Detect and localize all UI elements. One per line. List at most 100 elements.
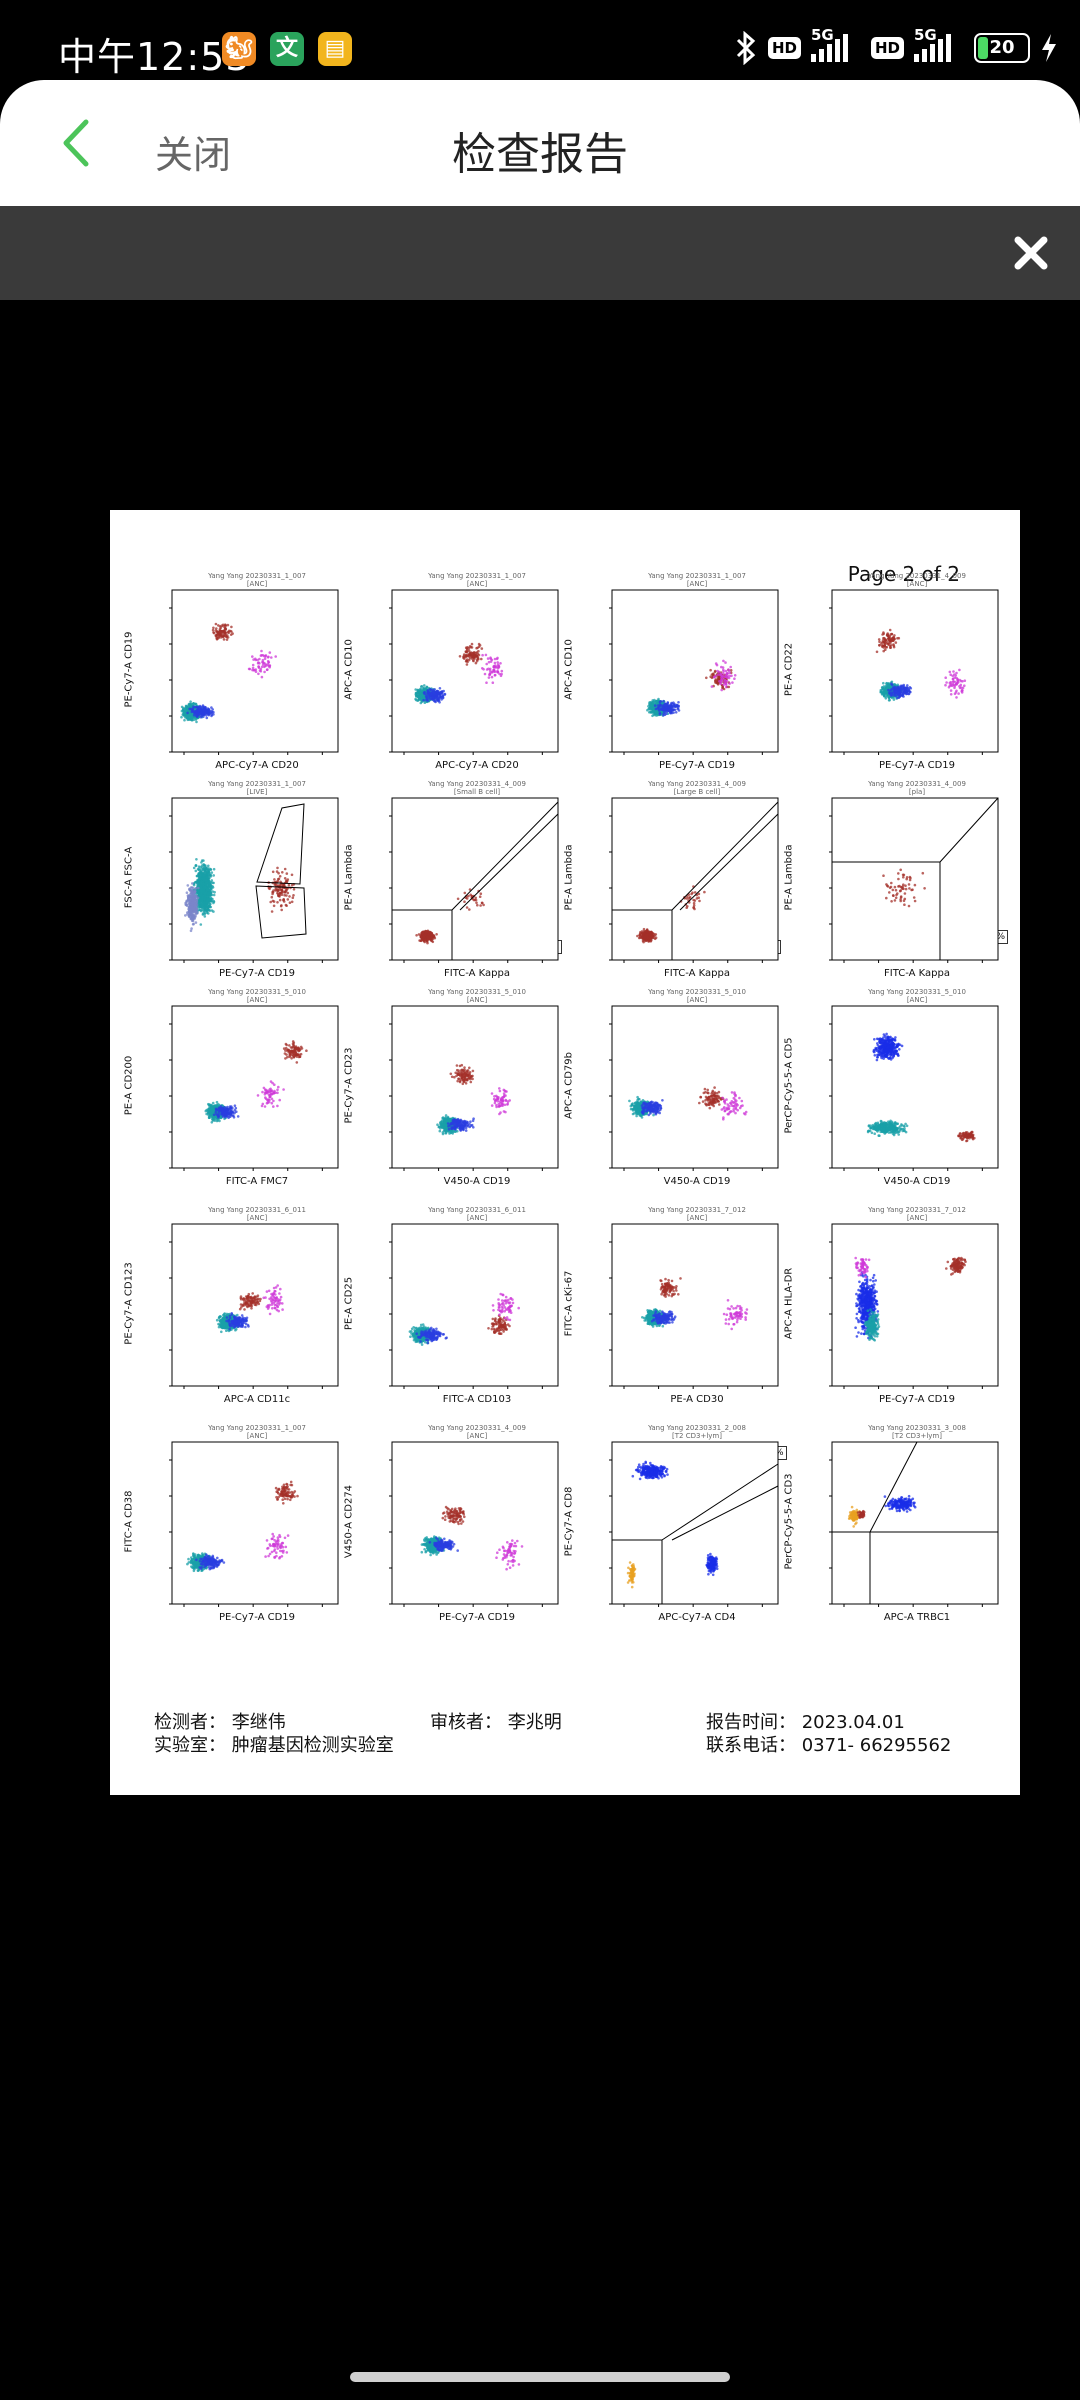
scatter-plot: Yang Yang 20230331_1_007 [ANC] PE-Cy7-A C… [124,1424,342,1623]
plot-area [609,797,779,963]
y-axis-label: PerCP-Cy5-5-A CD5 [783,1037,795,1134]
y-axis-label: FITC-A cKi-67 [563,1270,575,1337]
scatter-plot: Yang Yang 20230331_4_009 [Small B cell]G… [344,780,562,979]
x-axis-label: FITC-A Kappa [664,968,730,979]
phone-text: 联系电话： 0371- 66295562 [706,1735,952,1756]
x-axis-label: APC-A CD11c [223,1394,291,1405]
scatter-plot: Yang Yang 20230331_7_012 [ANC] PE-A CD30 F… [564,1206,782,1405]
plot-area [609,1005,779,1171]
plot-title: Yang Yang 20230331_4_009 [ANC] [428,1424,526,1440]
plot-title: Yang Yang 20230331_7_012 [ANC] [648,1206,746,1222]
y-axis-label: PE-Cy7-A CD23 [343,1047,355,1124]
plot-area [169,1441,339,1607]
plot-title: Yang Yang 20230331_3_008 [T2 CD3+lym] [868,1424,966,1440]
status-bar: 中午12:53 🐿 文 ▤ HD 5G HD 5G 20 [0,0,1080,80]
plot-title: Yang Yang 20230331_4_009 [Large B cell] [648,780,746,796]
y-axis-label: APC-A CD10 [563,639,575,700]
x-axis-label: PE-Cy7-A CD19 [878,1394,956,1405]
plot-title: Yang Yang 20230331_5_010 [ANC] [868,988,966,1004]
scatter-plot: Yang Yang 20230331_3_008 [T2 CD3+lym]69.… [784,1424,1002,1623]
plot-title: Yang Yang 20230331_4_009 [pla] [868,780,966,796]
y-axis-label: PE-A Lambda [563,844,575,911]
report-time-text: 报告时间： 2023.04.01 [706,1712,905,1733]
plot-title: Yang Yang 20230331_6_011 [ANC] [428,1206,526,1222]
plot-title: Yang Yang 20230331_1_007 [LIVE] [208,780,306,796]
plot-title: Yang Yang 20230331_4_009 [ANC] [868,572,966,588]
charging-icon [1042,34,1056,62]
plot-area [389,589,559,755]
back-chevron-icon[interactable] [58,118,98,168]
x-axis-label: PE-Cy7-A CD19 [658,760,736,771]
page-number-label: Page 2 of 2 [847,562,960,586]
scatter-plot: Yang Yang 20230331_6_011 [ANC] APC-A CD11… [124,1206,342,1405]
y-axis-label: APC-A CD79b [563,1051,575,1120]
x-axis-label: PE-Cy7-A CD19 [218,968,296,979]
x-axis-label: V450-A CD19 [883,1176,951,1187]
plot-area [829,1223,999,1389]
plot-area [609,589,779,755]
scatter-plot: Yang Yang 20230331_1_007 [LIVE]T1CD19+ S… [124,780,342,979]
plot-title: Yang Yang 20230331_1_007 [ANC] [208,1424,306,1440]
plot-title: Yang Yang 20230331_4_009 [Small B cell] [428,780,526,796]
plot-area [169,1223,339,1389]
scatter-plot: Yang Yang 20230331_5_010 [ANC] V450-A CD1… [784,988,1002,1187]
plot-area [389,1223,559,1389]
x-axis-label: FITC-A CD103 [442,1394,512,1405]
x-axis-label: PE-Cy7-A CD19 [878,760,956,771]
y-axis-label: FSC-A FSC-A [123,846,135,909]
y-axis-label: V450-A CD274 [343,1484,355,1559]
x-axis-label: APC-A TRBC1 [883,1612,951,1623]
x-axis-label: FITC-A FMC7 [225,1176,289,1187]
y-axis-label: PE-A CD25 [343,1276,355,1331]
viewer-toolbar [0,206,1080,300]
scatter-plot: Yang Yang 20230331_2_008 [T2 CD3+lym]CD3… [564,1424,787,1623]
scatter-plot: Yang Yang 20230331_5_010 [ANC] V450-A CD1… [564,988,782,1187]
plot-area [389,797,559,963]
y-axis-label: FITC-A CD38 [123,1490,135,1553]
app-header: 关闭 检查报告 [0,80,1080,206]
report-page[interactable]: Page 2 of 2 Yang Yang 20230331_1_007 [AN… [110,510,1020,1795]
x-axis-label: V450-A CD19 [443,1176,511,1187]
x-axis-label: APC-Cy7-A CD20 [215,760,299,771]
x-axis-label: PE-Cy7-A CD19 [218,1612,296,1623]
chat-app-icon: ▤ [318,32,352,66]
plot-title: Yang Yang 20230331_1_007 [ANC] [208,572,306,588]
scatter-plot: Yang Yang 20230331_5_010 [ANC] FITC-A FMC… [124,988,342,1187]
plot-area [389,1441,559,1607]
x-axis-label: FITC-A Kappa [444,968,510,979]
home-indicator[interactable] [350,2372,730,2382]
tester-text: 检测者： 李继伟 [154,1712,286,1733]
clock: 中午12:53 [58,35,251,79]
scatter-plot: Yang Yang 20230331_1_007 [ANC] APC-Cy7-A … [124,572,342,771]
close-viewer-icon[interactable] [1004,226,1058,280]
reviewer-text: 审核者： 李兆明 [430,1712,562,1733]
x-axis-label: FITC-A Kappa [884,968,950,979]
plot-title: Yang Yang 20230331_5_010 [ANC] [428,988,526,1004]
y-axis-label: PerCP-Cy5-5-A CD3 [783,1473,795,1570]
lab-text: 实验室： 肿瘤基因检测实验室 [154,1735,394,1756]
y-axis-label: PE-Cy7-A CD8 [563,1486,575,1557]
x-axis-label: V450-A CD19 [663,1176,731,1187]
x-axis-label: PE-A CD30 [670,1394,724,1405]
plot-area [609,1223,779,1389]
y-axis-label: PE-Cy7-A CD123 [123,1262,135,1345]
plot-title: Yang Yang 20230331_2_008 [T2 CD3+lym] [648,1424,746,1440]
x-axis-label: APC-Cy7-A CD4 [658,1612,736,1623]
page-title: 检查报告 [452,129,628,180]
plot-title: Yang Yang 20230331_5_010 [ANC] [208,988,306,1004]
y-axis-label: PE-A CD200 [123,1055,135,1116]
plot-title: Yang Yang 20230331_1_007 [ANC] [648,572,746,588]
scatter-plot: Yang Yang 20230331_4_009 [Large B cell]B… [564,780,782,979]
plot-area [609,1441,779,1607]
x-axis-label: PE-Cy7-A CD19 [438,1612,516,1623]
y-axis-label: PE-A Lambda [783,844,795,911]
scatter-plot: Yang Yang 20230331_1_007 [ANC] APC-Cy7-A … [344,572,562,771]
scatter-plot: Yang Yang 20230331_4_009 [ANC] PE-Cy7-A C… [784,572,1002,771]
battery-icon: 20 [974,33,1030,63]
plot-area [169,1005,339,1171]
plot-area [169,589,339,755]
close-link[interactable]: 关闭 [155,133,232,177]
scatter-plot: Yang Yang 20230331_5_010 [ANC] V450-A CD1… [344,988,562,1187]
y-axis-label: APC-A HLA-DR [783,1267,795,1340]
squirrel-app-icon: 🐿 [222,32,256,66]
